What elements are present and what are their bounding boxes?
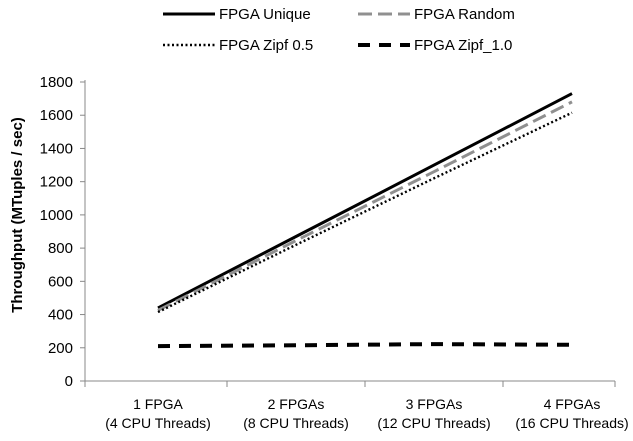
x-tick-label-sub: (4 CPU Threads) — [105, 415, 211, 431]
y-tick-label: 200 — [48, 340, 73, 357]
legend: FPGA Unique FPGA Random FPGA Zipf 0.5 FPGA … — [163, 6, 515, 54]
x-tick-label-sub: (12 CPU Threads) — [377, 415, 490, 431]
legend-label: FPGA Zipf 0.5 — [219, 37, 313, 54]
y-tick-label: 1400 — [40, 140, 73, 157]
y-tick-label: 1600 — [40, 107, 73, 124]
y-axis-label: Throughput (MTuples / sec) — [9, 117, 26, 313]
y-tick-label: 400 — [48, 307, 73, 324]
legend-label: FPGA Random — [414, 6, 515, 23]
legend-label: FPGA Zipf_1.0 — [414, 37, 512, 54]
x-tick-label-sub: (8 CPU Threads) — [243, 415, 349, 431]
y-tick-label: 600 — [48, 273, 73, 290]
series-line — [157, 111, 573, 314]
x-tick-label: 2 FPGAs — [268, 396, 325, 412]
y-axis: 0 200 400 600 800 1000 1200 1400 1600 1800 — [40, 74, 86, 390]
legend-label: FPGA Unique — [219, 6, 311, 23]
y-tick-label: 800 — [48, 240, 73, 257]
x-tick-label-sub: (16 CPU Threads) — [515, 415, 628, 431]
x-tick-label: 4 FPGAs — [544, 396, 601, 412]
series-line — [157, 92, 573, 310]
y-tick-label: 1800 — [40, 74, 73, 91]
y-tick-label: 1200 — [40, 174, 73, 191]
plot-area — [157, 92, 573, 349]
y-tick-label: 0 — [65, 373, 73, 390]
series-line — [157, 100, 573, 312]
y-tick-label: 1000 — [40, 207, 73, 224]
series-line — [157, 342, 573, 349]
x-tick-label: 1 FPGA — [133, 396, 183, 412]
x-axis: 1 FPGA (4 CPU Threads) 2 FPGAs (8 CPU Threa… — [84, 380, 629, 431]
x-tick-label: 3 FPGAs — [406, 396, 463, 412]
